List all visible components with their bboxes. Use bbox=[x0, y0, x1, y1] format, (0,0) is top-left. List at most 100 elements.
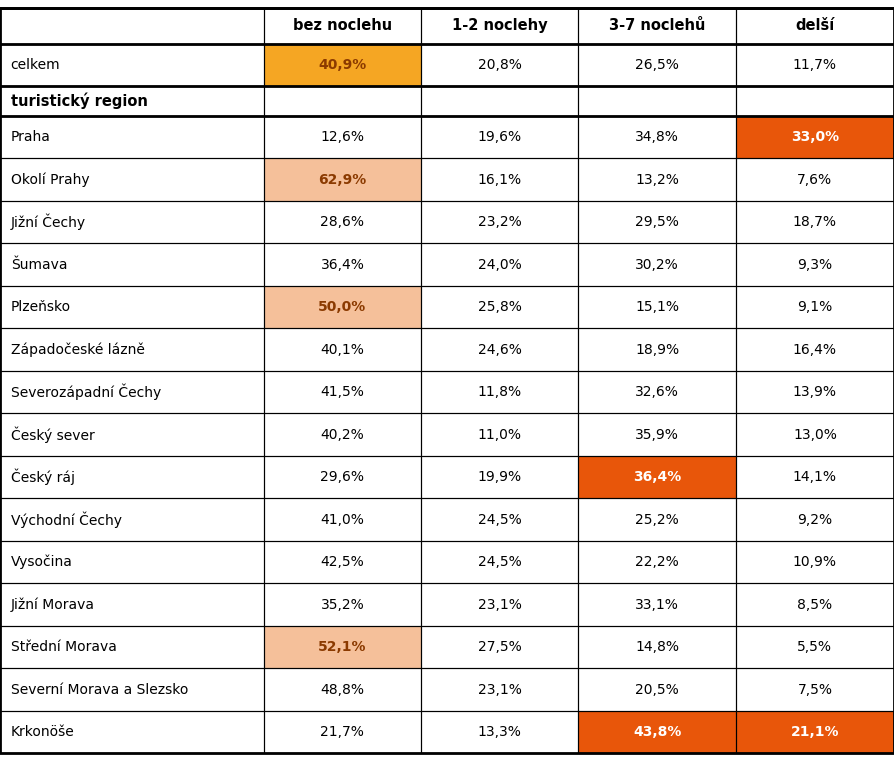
Bar bbox=[0, 86, 264, 116]
Bar bbox=[421, 413, 578, 456]
Bar bbox=[578, 8, 736, 43]
Text: 32,6%: 32,6% bbox=[635, 385, 679, 400]
Bar bbox=[264, 413, 421, 456]
Text: 7,6%: 7,6% bbox=[797, 173, 832, 186]
Bar bbox=[0, 244, 264, 286]
Text: 18,9%: 18,9% bbox=[635, 342, 679, 357]
Bar bbox=[0, 541, 264, 584]
Bar bbox=[578, 498, 736, 541]
Bar bbox=[736, 413, 894, 456]
Bar bbox=[736, 711, 894, 753]
Bar bbox=[421, 8, 578, 43]
Bar bbox=[0, 116, 264, 158]
Bar bbox=[736, 86, 894, 116]
Bar bbox=[0, 456, 264, 498]
Bar bbox=[578, 43, 736, 86]
Text: 5,5%: 5,5% bbox=[797, 640, 832, 654]
Text: 9,3%: 9,3% bbox=[797, 258, 832, 272]
Bar bbox=[578, 371, 736, 413]
Text: Vysočina: Vysočina bbox=[11, 555, 72, 569]
Bar bbox=[736, 711, 894, 753]
Bar bbox=[421, 201, 578, 244]
Text: 14,1%: 14,1% bbox=[793, 470, 837, 484]
Bar bbox=[0, 371, 264, 413]
Text: 43,8%: 43,8% bbox=[633, 725, 681, 739]
Text: 23,1%: 23,1% bbox=[477, 683, 522, 696]
Bar bbox=[421, 43, 578, 86]
Text: 52,1%: 52,1% bbox=[318, 640, 367, 654]
Bar bbox=[421, 286, 578, 329]
Bar bbox=[264, 8, 421, 43]
Bar bbox=[736, 116, 894, 158]
Bar bbox=[421, 244, 578, 286]
Bar bbox=[0, 456, 264, 498]
Bar bbox=[578, 498, 736, 541]
Bar bbox=[578, 43, 736, 86]
Bar bbox=[264, 626, 421, 668]
Text: 33,1%: 33,1% bbox=[635, 597, 679, 612]
Text: 42,5%: 42,5% bbox=[321, 556, 364, 569]
Text: 50,0%: 50,0% bbox=[318, 300, 367, 314]
Bar bbox=[578, 413, 736, 456]
Bar bbox=[736, 286, 894, 329]
Bar bbox=[264, 668, 421, 711]
Bar bbox=[264, 668, 421, 711]
Text: Krkonöše: Krkonöše bbox=[11, 725, 74, 739]
Text: Jižní Čechy: Jižní Čechy bbox=[11, 214, 86, 231]
Text: Jižní Morava: Jižní Morava bbox=[11, 597, 95, 612]
Bar bbox=[736, 329, 894, 371]
Bar bbox=[264, 286, 421, 329]
Bar bbox=[578, 541, 736, 584]
Text: Okolí Prahy: Okolí Prahy bbox=[11, 173, 89, 187]
Text: 8,5%: 8,5% bbox=[797, 597, 832, 612]
Text: 27,5%: 27,5% bbox=[478, 640, 521, 654]
Bar bbox=[421, 456, 578, 498]
Bar bbox=[0, 329, 264, 371]
Bar bbox=[578, 116, 736, 158]
Text: turistický region: turistický region bbox=[11, 93, 148, 110]
Bar bbox=[0, 498, 264, 541]
Bar bbox=[421, 413, 578, 456]
Text: 21,7%: 21,7% bbox=[320, 725, 365, 739]
Text: 41,5%: 41,5% bbox=[320, 385, 365, 400]
Bar bbox=[0, 626, 264, 668]
Bar bbox=[264, 711, 421, 753]
Bar bbox=[0, 711, 264, 753]
Text: Český sever: Český sever bbox=[11, 426, 95, 443]
Bar bbox=[421, 541, 578, 584]
Bar bbox=[421, 626, 578, 668]
Bar bbox=[578, 541, 736, 584]
Bar bbox=[736, 541, 894, 584]
Text: 20,5%: 20,5% bbox=[636, 683, 679, 696]
Text: bez noclehu: bez noclehu bbox=[293, 18, 392, 33]
Bar bbox=[0, 201, 264, 244]
Bar bbox=[736, 626, 894, 668]
Bar bbox=[736, 158, 894, 201]
Text: Český ráj: Český ráj bbox=[11, 469, 75, 486]
Bar bbox=[0, 413, 264, 456]
Bar bbox=[736, 158, 894, 201]
Bar bbox=[264, 371, 421, 413]
Bar bbox=[264, 158, 421, 201]
Bar bbox=[736, 43, 894, 86]
Bar bbox=[736, 201, 894, 244]
Bar bbox=[421, 43, 578, 86]
Bar bbox=[736, 371, 894, 413]
Text: 3-7 noclehů: 3-7 noclehů bbox=[609, 18, 705, 33]
Bar bbox=[0, 498, 264, 541]
Bar bbox=[421, 201, 578, 244]
Text: 29,6%: 29,6% bbox=[320, 470, 365, 484]
Bar bbox=[0, 584, 264, 626]
Bar bbox=[736, 86, 894, 116]
Text: 35,2%: 35,2% bbox=[321, 597, 364, 612]
Text: 30,2%: 30,2% bbox=[636, 258, 679, 272]
Text: 11,7%: 11,7% bbox=[793, 58, 837, 72]
Bar bbox=[578, 668, 736, 711]
Bar bbox=[736, 498, 894, 541]
Bar bbox=[421, 456, 578, 498]
Bar bbox=[736, 541, 894, 584]
Bar bbox=[736, 584, 894, 626]
Bar bbox=[578, 86, 736, 116]
Bar bbox=[264, 158, 421, 201]
Bar bbox=[264, 329, 421, 371]
